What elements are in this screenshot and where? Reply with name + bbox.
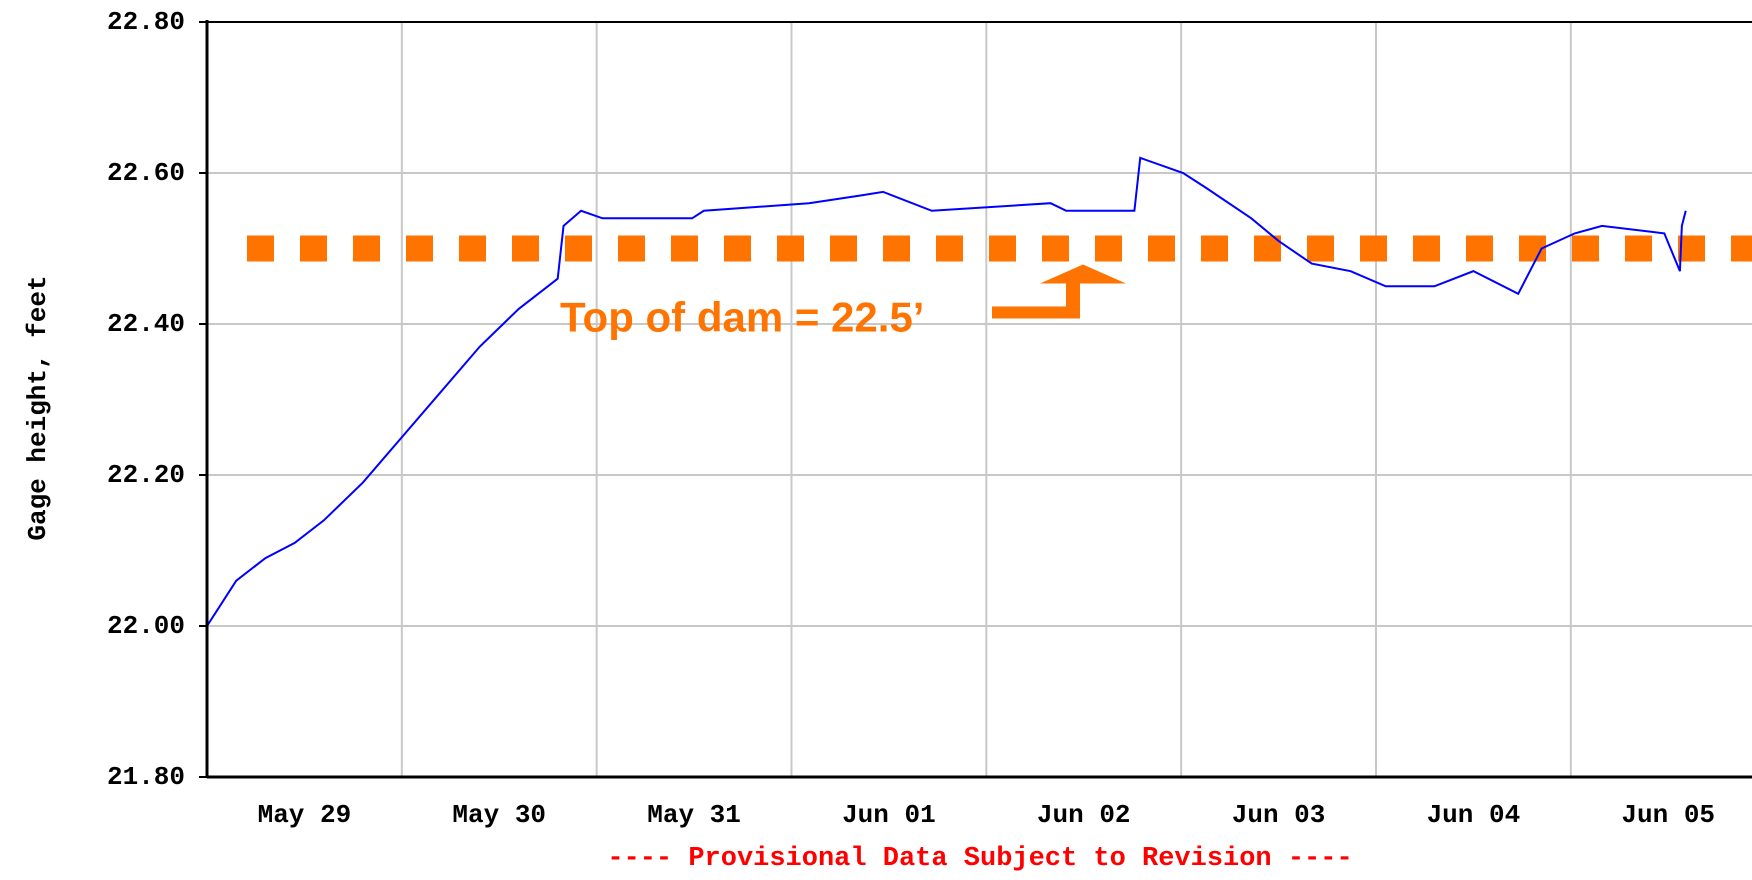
y-tick-label: 22.00	[107, 611, 185, 641]
annotation: Top of dam = 22.5’	[560, 294, 924, 341]
y-tick-label: 22.80	[107, 7, 185, 37]
y-tick-label: 22.20	[107, 460, 185, 490]
y-tick-label: 22.40	[107, 309, 185, 339]
annotation-arrow	[992, 264, 1126, 319]
x-tick-label: May 30	[452, 800, 546, 830]
x-tick-label: Jun 01	[842, 800, 936, 830]
y-tick-label: 22.60	[107, 158, 185, 188]
data-line	[206, 156, 1687, 627]
y-tick-label: 21.80	[107, 762, 185, 792]
x-tick-label: Jun 03	[1232, 800, 1326, 830]
y-axis-label: Gage height, feet	[23, 275, 53, 540]
x-tick-label: Jun 02	[1037, 800, 1131, 830]
x-tick-label: May 29	[258, 800, 352, 830]
footer: ---- Provisional Data Subject to Revisio…	[607, 844, 1352, 874]
x-tick-label: Jun 04	[1427, 800, 1521, 830]
x-tick-label: Jun 05	[1621, 800, 1715, 830]
x-tick-label: May 31	[647, 800, 741, 830]
